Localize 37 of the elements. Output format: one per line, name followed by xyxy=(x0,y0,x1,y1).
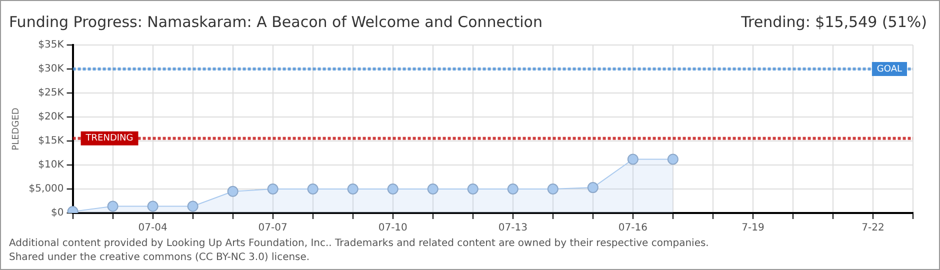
point xyxy=(627,154,638,165)
point xyxy=(147,200,158,212)
point xyxy=(387,184,398,194)
y-tick-label: $5,000 xyxy=(28,184,64,195)
x-tick-label: 7-19 xyxy=(742,222,764,234)
y-tick-label: $35K xyxy=(38,40,64,51)
text: Shared under the creative commons (CC BY-NC 3.0) license. xyxy=(9,252,310,263)
point xyxy=(307,184,318,194)
y-tick-label: $15K xyxy=(38,136,64,147)
point xyxy=(187,200,198,212)
point xyxy=(267,184,278,194)
point xyxy=(107,200,118,212)
point xyxy=(467,184,478,194)
y-tick-label: $20K xyxy=(38,112,64,123)
y-tick-label: $0 xyxy=(51,208,64,219)
y-tick-label: $10K xyxy=(38,160,64,171)
ref-line-label: TRENDING xyxy=(84,134,134,144)
x-tick-label: 07-16 xyxy=(618,222,648,234)
point xyxy=(547,184,558,194)
point xyxy=(667,154,678,165)
point xyxy=(347,184,358,194)
point xyxy=(587,182,598,194)
y-axis-title: PLEDGED xyxy=(12,108,22,150)
x-tick-label: 7-22 xyxy=(862,222,884,234)
y-tick-label: $30K xyxy=(38,64,64,75)
point xyxy=(507,184,518,194)
x-tick-label: 07-04 xyxy=(138,222,168,234)
text: Trending: $15,549 (51%) xyxy=(741,13,927,31)
ref-line-label: GOAL xyxy=(876,64,902,74)
point xyxy=(227,186,238,197)
text: Additional content provided by Looking Up Arts Foundation, Inc.. Trademarks and related content are owned by their respective companies. xyxy=(9,238,709,249)
x-tick-label: 07-07 xyxy=(258,222,288,234)
x-tick-label: 07-13 xyxy=(498,222,528,234)
x-tick-label: 07-10 xyxy=(378,222,408,234)
y-tick-label: $25K xyxy=(38,88,64,99)
point xyxy=(427,184,438,194)
chart-title: Funding Progress: Namaskaram: A Beacon of Welcome and Connection xyxy=(9,13,542,31)
